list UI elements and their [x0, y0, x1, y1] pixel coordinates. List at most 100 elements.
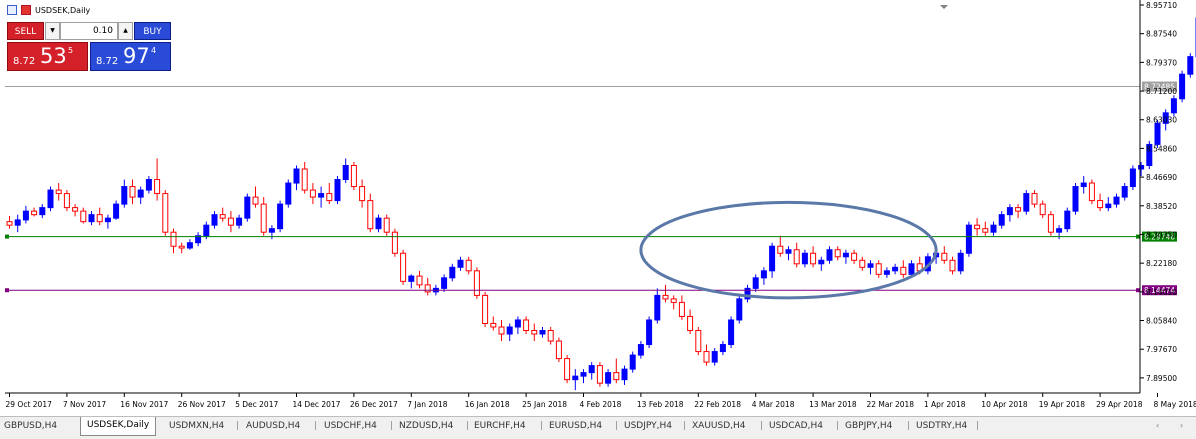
triangle-down-icon[interactable]: ▼ — [45, 22, 60, 40]
candle-body — [810, 252, 817, 265]
tab-eurchf-h4[interactable]: EURCHF,H4 — [474, 421, 526, 431]
tab-usdjpy-h4[interactable]: USDJPY,H4 — [624, 421, 672, 431]
x-tick-label: 4 Mar 2018 — [752, 400, 795, 409]
price-chart[interactable]: 8.72485 8.29746 8.14474 8.95710 8.87540 8.79… — [0, 0, 1196, 416]
candle-body — [211, 214, 218, 226]
y-tick-label: 8.95710 — [1146, 1, 1177, 10]
candle-body — [621, 368, 628, 381]
candle-body — [1047, 214, 1054, 233]
x-tick-label: 4 Feb 2018 — [580, 400, 622, 409]
y-tick-label: 8.71200 — [1146, 87, 1177, 96]
price-tag-box — [1142, 231, 1177, 242]
x-tick-label: 7 Jan 2018 — [407, 400, 447, 409]
tab-usdchf-h4[interactable]: USDCHF,H4 — [324, 421, 377, 431]
candle-body — [859, 259, 866, 268]
sell-price-box[interactable]: 8.72 53 5 — [7, 42, 88, 71]
candle-body — [1039, 203, 1046, 216]
tab-usdtry-h4[interactable]: USDTRY,H4 — [916, 421, 968, 431]
tab-gbpusd-h4[interactable]: GBPUSD,H4 — [4, 421, 58, 431]
candle-body — [170, 231, 177, 247]
candle-body — [974, 224, 981, 230]
line-anchor-marker — [5, 234, 9, 239]
candle-body — [293, 168, 300, 184]
x-tick-label: 1 Apr 2018 — [924, 400, 966, 409]
candle-body — [949, 259, 956, 272]
candle-body — [1170, 98, 1177, 114]
candle-body — [244, 196, 251, 219]
tab-usdmxn-h4[interactable]: USDMXN,H4 — [169, 421, 225, 431]
chevron-left-icon[interactable]: ‹ — [1156, 421, 1160, 430]
candle-body — [145, 179, 152, 191]
candle-body — [285, 182, 292, 205]
candle-body — [1154, 122, 1161, 145]
candle-body — [555, 340, 562, 360]
tab-usdsek-daily[interactable]: USDSEK,Daily — [80, 417, 157, 436]
candle-body — [301, 168, 308, 191]
chart-window-icon — [7, 5, 17, 15]
tab-separator: | — [540, 421, 544, 431]
candle-body — [178, 245, 185, 249]
tab-eurusd-h4[interactable]: EURUSD,H4 — [549, 421, 603, 431]
candle-body — [195, 235, 202, 244]
candle-body — [547, 330, 554, 342]
price-tag-label: 8.72485 — [1144, 83, 1175, 92]
candle-body — [728, 319, 735, 346]
candle-body — [1023, 193, 1030, 212]
buy-price-box[interactable]: 8.72 97 4 — [90, 42, 171, 71]
tab-xauusd-h4[interactable]: XAUUSD,H4 — [692, 421, 746, 431]
triangle-up-icon[interactable]: ▲ — [118, 22, 133, 40]
candle-body — [957, 252, 964, 272]
candle-body — [465, 259, 472, 272]
candle-body — [900, 266, 907, 275]
tab-audusd-h4[interactable]: AUDUSD,H4 — [246, 421, 301, 431]
price-tag-label: 8.29746 — [1144, 233, 1175, 242]
candle-body — [383, 217, 390, 233]
candle-body — [1179, 73, 1186, 100]
candle-body — [842, 252, 849, 258]
tab-separator: | — [314, 421, 318, 431]
candle-body — [219, 214, 226, 219]
candle-body — [260, 203, 267, 233]
chart-type-icon — [21, 5, 31, 15]
candle-body — [892, 266, 899, 272]
tab-separator: | — [683, 421, 687, 431]
candle-body — [22, 210, 29, 221]
candle-body — [416, 275, 423, 286]
tab-separator: | — [760, 421, 764, 431]
buy-price-prefix: 8.72 — [96, 56, 119, 67]
tab-gbpjpy-h4[interactable]: GBPJPY,H4 — [845, 421, 893, 431]
candle-body — [564, 358, 571, 381]
candle-body — [834, 249, 841, 258]
lot-size-input[interactable]: 0.10 — [60, 22, 118, 40]
sell-price-prefix: 8.72 — [13, 56, 36, 67]
candle-body — [531, 330, 538, 335]
candle-body — [572, 375, 579, 381]
x-tick-label: 13 Mar 2018 — [809, 400, 857, 409]
tab-usdcad-h4[interactable]: USDCAD,H4 — [769, 421, 823, 431]
one-click-trading-panel: SELL ▼ 0.10 ▲ BUY 8.72 53 5 8.72 97 4 — [7, 22, 171, 71]
candle-body — [424, 284, 431, 293]
tab-nzdusd-h4[interactable]: NZDUSD,H4 — [399, 421, 454, 431]
tab-separator: | — [390, 421, 394, 431]
tab-separator: | — [836, 421, 840, 431]
candle-body — [1138, 164, 1145, 170]
candle-body — [1129, 168, 1136, 188]
candle-body — [1031, 193, 1038, 205]
candle-body — [769, 245, 776, 272]
candle-body — [990, 224, 997, 233]
y-tick-label: 8.79370 — [1146, 58, 1177, 67]
candle-body — [31, 210, 38, 216]
chevron-right-icon[interactable]: › — [1180, 421, 1184, 430]
x-tick-label: 10 Apr 2018 — [981, 400, 1028, 409]
candle-body — [236, 217, 243, 226]
candle-body — [186, 242, 193, 249]
candle-body — [1072, 186, 1079, 212]
candle-body — [1064, 210, 1071, 230]
candle-body — [744, 287, 751, 300]
chart-shift-marker — [940, 5, 948, 9]
sell-button[interactable]: SELL — [7, 22, 44, 40]
buy-button[interactable]: BUY — [134, 22, 171, 40]
candle-body — [867, 263, 874, 268]
candle-body — [391, 231, 398, 254]
candle-body — [375, 217, 382, 230]
